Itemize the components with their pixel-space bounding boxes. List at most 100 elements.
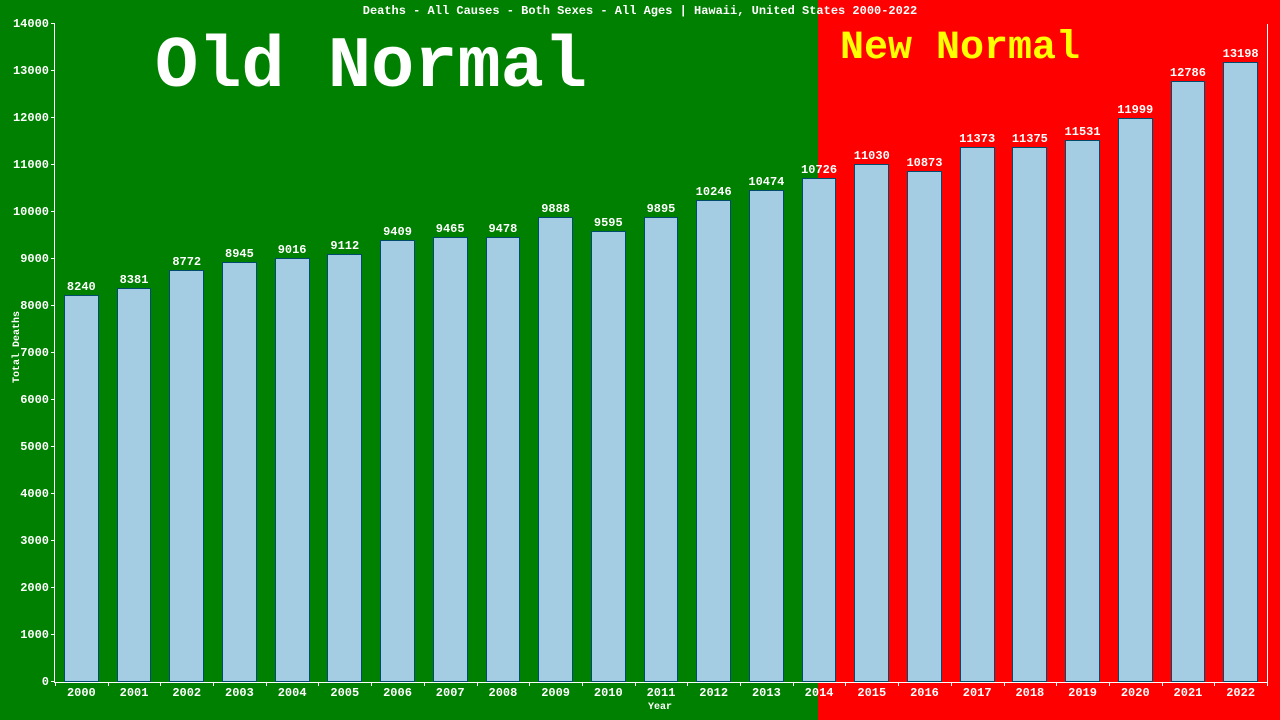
x-tick-label: 2011 (647, 686, 676, 700)
bar-value-label: 10474 (748, 175, 784, 189)
bar: 10474 (749, 190, 784, 682)
x-tick-label: 2008 (489, 686, 518, 700)
bar: 11999 (1118, 118, 1153, 682)
bar: 9016 (275, 258, 310, 682)
y-tick-label: 9000 (20, 252, 55, 266)
x-tick-label: 2005 (330, 686, 359, 700)
bar-value-label: 11373 (959, 132, 995, 146)
x-tick-mark (951, 682, 952, 686)
x-tick-mark (845, 682, 846, 686)
y-tick-mark (51, 446, 55, 447)
y-tick-mark (51, 352, 55, 353)
x-tick-label: 2001 (120, 686, 149, 700)
y-tick-mark (51, 258, 55, 259)
bar-value-label: 11030 (854, 149, 890, 163)
bar: 9888 (538, 217, 573, 682)
bar-value-label: 8772 (172, 255, 201, 269)
x-tick-label: 2007 (436, 686, 465, 700)
x-tick-mark (793, 682, 794, 686)
bar: 13198 (1223, 62, 1258, 682)
y-tick-label: 10000 (13, 205, 55, 219)
x-tick-label: 2002 (172, 686, 201, 700)
bar: 12786 (1171, 81, 1206, 682)
y-tick-mark (51, 117, 55, 118)
y-axis-label: Total Deaths (12, 311, 23, 383)
bar-value-label: 9465 (436, 222, 465, 236)
y-tick-mark (51, 23, 55, 24)
y-tick-mark (51, 211, 55, 212)
plot-area: 0100020003000400050006000700080009000100… (54, 24, 1268, 683)
bar-value-label: 9895 (647, 202, 676, 216)
bar: 10246 (696, 200, 731, 682)
y-tick-label: 13000 (13, 64, 55, 78)
x-tick-mark (318, 682, 319, 686)
y-tick-mark (51, 70, 55, 71)
x-tick-label: 2019 (1068, 686, 1097, 700)
x-tick-mark (213, 682, 214, 686)
annotation-text: New Normal (840, 26, 1080, 71)
x-tick-label: 2021 (1174, 686, 1203, 700)
bar: 9112 (327, 254, 362, 682)
bar: 11375 (1012, 147, 1047, 682)
bar-value-label: 9478 (488, 222, 517, 236)
y-tick-label: 6000 (20, 393, 55, 407)
bar-value-label: 12786 (1170, 66, 1206, 80)
y-tick-label: 11000 (13, 158, 55, 172)
y-tick-mark (51, 399, 55, 400)
x-tick-mark (635, 682, 636, 686)
y-tick-label: 1000 (20, 628, 55, 642)
x-tick-label: 2013 (752, 686, 781, 700)
x-tick-mark (160, 682, 161, 686)
bar: 8240 (64, 295, 99, 682)
bar: 9409 (380, 240, 415, 682)
bar: 10873 (907, 171, 942, 682)
x-tick-mark (424, 682, 425, 686)
bar-value-label: 10726 (801, 163, 837, 177)
bar-value-label: 8945 (225, 247, 254, 261)
x-tick-mark (477, 682, 478, 686)
x-tick-label: 2015 (857, 686, 886, 700)
x-axis-label: Year (648, 702, 672, 713)
y-tick-mark (51, 587, 55, 588)
bar-value-label: 11531 (1065, 125, 1101, 139)
x-tick-label: 2000 (67, 686, 96, 700)
bar-value-label: 9888 (541, 202, 570, 216)
x-tick-label: 2017 (963, 686, 992, 700)
x-tick-mark (582, 682, 583, 686)
x-tick-mark (1056, 682, 1057, 686)
bar-value-label: 9016 (278, 243, 307, 257)
bar: 8381 (117, 288, 152, 682)
x-tick-mark (266, 682, 267, 686)
bar-value-label: 9409 (383, 225, 412, 239)
x-tick-label: 2010 (594, 686, 623, 700)
bar-value-label: 11999 (1117, 103, 1153, 117)
x-tick-mark (1214, 682, 1215, 686)
y-tick-label: 0 (42, 675, 55, 689)
bar: 11531 (1065, 140, 1100, 682)
y-tick-label: 2000 (20, 581, 55, 595)
x-tick-label: 2004 (278, 686, 307, 700)
y-tick-mark (51, 305, 55, 306)
x-tick-mark (1004, 682, 1005, 686)
y-tick-label: 7000 (20, 346, 55, 360)
annotation-text: Old Normal (155, 26, 587, 108)
x-tick-label: 2016 (910, 686, 939, 700)
x-tick-label: 2009 (541, 686, 570, 700)
y-tick-label: 14000 (13, 17, 55, 31)
x-tick-mark (108, 682, 109, 686)
bar-value-label: 10246 (696, 185, 732, 199)
x-tick-label: 2020 (1121, 686, 1150, 700)
bar-value-label: 13198 (1223, 47, 1259, 61)
x-tick-label: 2012 (699, 686, 728, 700)
bar-value-label: 10873 (906, 156, 942, 170)
x-tick-mark (1109, 682, 1110, 686)
bar: 11030 (854, 164, 889, 682)
y-tick-label: 4000 (20, 487, 55, 501)
x-tick-label: 2003 (225, 686, 254, 700)
bar-value-label: 9595 (594, 216, 623, 230)
bar: 9595 (591, 231, 626, 682)
x-tick-mark (687, 682, 688, 686)
bar: 9465 (433, 237, 468, 682)
x-tick-label: 2018 (1015, 686, 1044, 700)
bar-value-label: 8240 (67, 280, 96, 294)
